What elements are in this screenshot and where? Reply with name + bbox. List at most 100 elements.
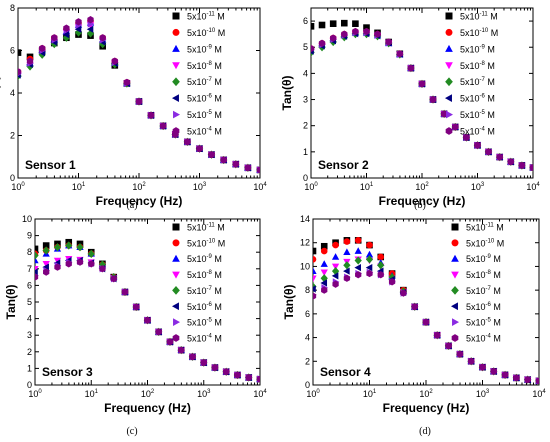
legend-marker-3	[445, 44, 453, 52]
data-point-s3	[365, 250, 374, 258]
data-point-s8	[87, 16, 94, 24]
data-point-s8	[518, 161, 526, 170]
data-point-s8	[377, 271, 384, 279]
x-axis-label: Frequency (Hz)	[96, 194, 183, 208]
legend-entry-2: 5x10-10 M	[187, 28, 225, 38]
data-points	[35, 238, 260, 384]
data-point-s8	[496, 153, 503, 161]
legend-entry-4: 5x10-8 M	[187, 61, 222, 71]
y-tick-label: 8	[10, 3, 15, 13]
y-tick-label: 12	[300, 238, 310, 248]
sensor-label: Sensor 1	[25, 158, 76, 172]
legend-entry-3: 5x10-9 M	[460, 44, 495, 54]
data-point-s8	[385, 38, 392, 46]
data-point-s8	[234, 371, 241, 379]
data-point-s8	[35, 273, 39, 281]
y-tick-label: 1	[303, 147, 308, 157]
legend-marker-5	[445, 77, 453, 87]
data-point-s4	[42, 261, 50, 268]
data-point-s8	[147, 111, 155, 119]
legend-entry-8: 5x10-4 M	[187, 334, 222, 344]
data-point-s8	[99, 265, 106, 273]
chart-panel-2: 0 1 2 3 4 5 6 100 101 102 103 104 Frequency (Hz) Tan(…	[280, 7, 540, 208]
legend: 5x10-11 M 5x10-10 M 5x10-9 M 5x10-8 M 5x10-7…	[444, 12, 498, 137]
data-point-s2	[320, 247, 328, 255]
data-point-s8	[144, 316, 151, 324]
legend-marker-2	[445, 28, 453, 36]
legend-marker-6	[450, 302, 458, 311]
data-point-s8	[355, 271, 362, 279]
y-tick-label: 0	[10, 173, 15, 183]
x-tick-label: 101	[363, 389, 377, 399]
x-tick-label: 104	[526, 182, 540, 192]
data-points	[311, 19, 533, 172]
data-point-s2	[354, 237, 362, 244]
legend-marker-1	[451, 223, 459, 231]
legend-entry-4: 5x10-8 M	[460, 61, 495, 71]
data-point-s5	[42, 246, 50, 255]
x-tick-label: 100	[304, 182, 318, 192]
sensor-label: Sensor 3	[42, 365, 93, 379]
x-tick-label: 102	[132, 182, 146, 192]
data-point-s5	[86, 29, 95, 38]
data-point-s8	[330, 34, 337, 42]
data-point-s8	[366, 269, 373, 278]
legend-entry-5: 5x10-7 M	[466, 286, 501, 296]
panel-label: (c)	[126, 426, 137, 437]
y-axis-label: Tan(θ)	[280, 76, 294, 111]
data-point-s8	[434, 331, 441, 339]
data-point-s8	[244, 164, 252, 172]
data-point-s6	[331, 272, 339, 280]
legend-marker-1	[445, 12, 453, 20]
y-tick-label: 4	[305, 333, 310, 343]
data-point-s8	[418, 80, 426, 88]
data-point-s8	[123, 78, 131, 87]
chart-panel-1: 0 2 4 6 8 100 101 102 103 104 Frequency (Hz) Tan(θ)…	[0, 3, 267, 208]
data-point-s8	[196, 145, 203, 153]
data-point-s5	[76, 243, 84, 252]
data-point-s8	[374, 30, 381, 38]
y-tick-label: 10	[22, 214, 32, 224]
data-point-s8	[332, 280, 339, 288]
data-point-s1	[18, 49, 22, 56]
legend-entry-6: 5x10-6 M	[187, 302, 222, 312]
data-point-s2	[366, 241, 373, 249]
x-tick-label: 104	[253, 389, 267, 399]
legend-entry-6: 5x10-6 M	[187, 94, 222, 104]
legend-marker-5	[172, 77, 180, 87]
data-point-s8	[256, 166, 260, 174]
legend-marker-5	[451, 286, 459, 295]
data-point-s8	[535, 377, 539, 385]
legend-entry-7: 5x10-5 M	[187, 110, 222, 120]
x-axis-label: Frequency (Hz)	[379, 194, 466, 208]
data-point-s8	[318, 39, 326, 47]
legend-marker-8	[172, 127, 180, 135]
data-point-s8	[352, 27, 359, 36]
legend-marker-4	[172, 271, 180, 279]
legend: 5x10-11 M 5x10-10 M 5x10-9 M 5x10-8 M 5x10-7…	[171, 12, 225, 137]
legend-marker-6	[171, 302, 179, 311]
data-point-s8	[18, 68, 22, 76]
data-point-s3	[313, 267, 317, 274]
y-tick-label: 0	[305, 380, 310, 390]
data-point-s8	[211, 363, 219, 372]
legend-entry-7: 5x10-5 M	[460, 110, 495, 120]
data-point-s8	[155, 328, 162, 336]
data-point-s6	[365, 263, 373, 272]
legend-marker-2	[172, 239, 180, 247]
data-point-s6	[313, 285, 316, 293]
chart-panel-3: 0 1 2 3 4 5 6 7 8 9 10 100 101 102 103 104 Frequency (Hz…	[4, 214, 267, 415]
data-point-s8	[232, 160, 239, 168]
y-axis-label: Tan(θ)	[282, 285, 296, 320]
data-point-s8	[463, 133, 470, 142]
y-tick-label: 4	[10, 88, 15, 98]
legend-entry-7: 5x10-5 M	[187, 318, 222, 328]
data-point-s8	[256, 375, 260, 383]
data-point-s8	[429, 95, 437, 104]
legend-marker-7	[173, 318, 181, 326]
data-point-s8	[26, 57, 34, 65]
legend-entry-4: 5x10-8 M	[187, 270, 222, 280]
legend-entry-5: 5x10-7 M	[187, 286, 222, 296]
chart-panel-4: 0 2 4 6 8 10 12 14 100 101 102 103 104 Frequency (Hz)…	[282, 214, 546, 415]
data-point-s8	[321, 286, 328, 294]
